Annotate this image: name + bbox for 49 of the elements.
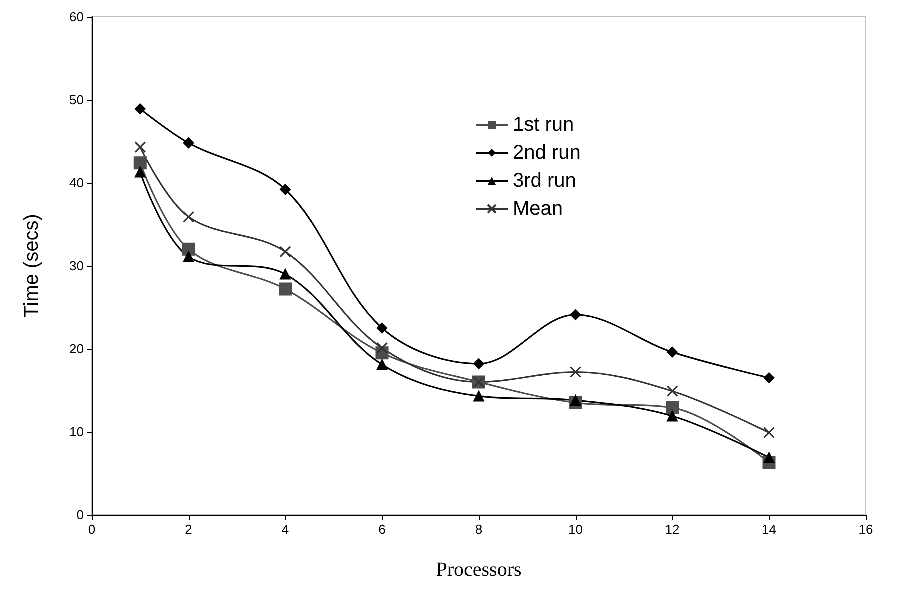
y-tick-label: 10	[70, 424, 84, 440]
y-tick-label: 30	[70, 258, 84, 274]
x-tick-label: 8	[475, 522, 483, 537]
point	[182, 211, 195, 223]
x-tick-label: 10	[568, 522, 583, 537]
legend-label: 1st run	[513, 114, 574, 136]
x-tick-label: 2	[185, 522, 192, 537]
point	[764, 452, 775, 464]
point	[376, 342, 388, 354]
x-axis-title: Processors	[436, 559, 522, 581]
point	[474, 390, 484, 402]
point	[183, 251, 194, 262]
point	[183, 138, 194, 149]
point	[134, 166, 146, 178]
x-tick-label: 14	[762, 522, 776, 537]
point	[763, 427, 776, 439]
point	[764, 372, 775, 384]
point	[667, 410, 678, 422]
x-tick-label: 16	[858, 522, 874, 537]
legend-label: 2nd run	[513, 142, 581, 164]
legend-label: Mean	[513, 198, 564, 220]
y-axis-title: Time (secs)	[21, 214, 43, 318]
x-tick-label: 0	[88, 522, 96, 537]
point	[376, 359, 388, 370]
point	[570, 394, 582, 406]
point	[667, 346, 678, 358]
point	[134, 156, 147, 170]
y-tick-label: 50	[70, 92, 84, 108]
point	[182, 242, 196, 256]
point	[280, 268, 291, 280]
point	[279, 282, 292, 296]
y-tick-label: 60	[70, 10, 84, 24]
point	[570, 366, 582, 378]
point	[134, 142, 146, 154]
point	[280, 246, 292, 258]
legend-label: 3rd run	[513, 170, 576, 192]
point	[570, 309, 582, 320]
x-tick-label: 12	[665, 522, 680, 537]
point	[134, 104, 146, 115]
x-tick-label: 4	[282, 522, 290, 537]
y-tick-label: 0	[76, 508, 84, 522]
point	[474, 358, 484, 370]
point	[666, 401, 679, 414]
y-tick-label: 20	[70, 342, 84, 356]
x-tick-label: 6	[378, 522, 386, 537]
point	[376, 322, 388, 334]
y-tick-label: 40	[70, 176, 84, 190]
point	[280, 184, 291, 196]
point	[666, 386, 678, 398]
